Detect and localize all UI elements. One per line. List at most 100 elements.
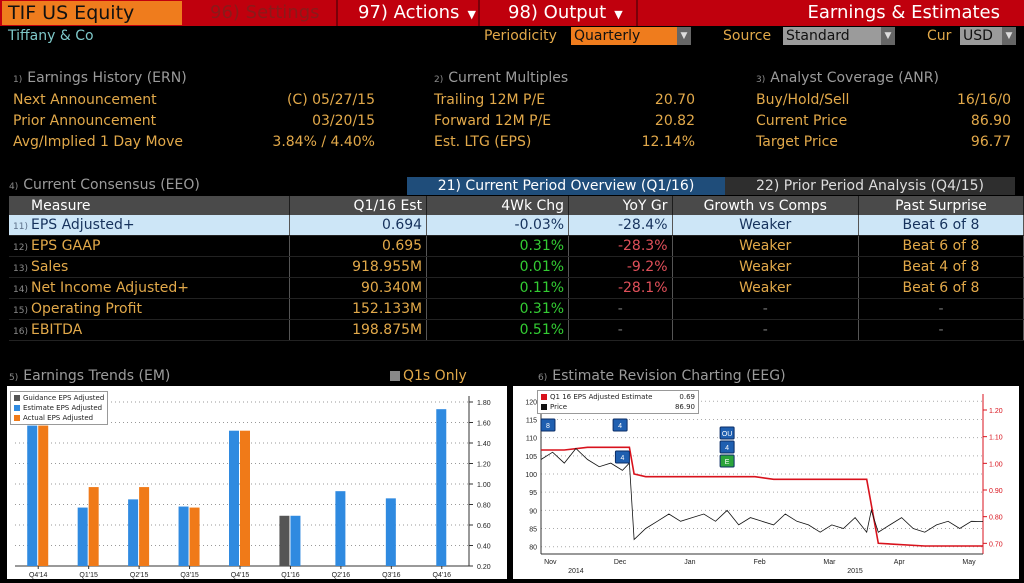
- chevron-down-icon[interactable]: ▼: [1002, 27, 1016, 45]
- bar: [88, 487, 99, 566]
- x-tick-label: Q4'16: [433, 572, 452, 579]
- x-tick-label: Q4'15: [231, 572, 250, 579]
- chevron-down-icon: ▼: [614, 8, 623, 21]
- event-marker: [719, 440, 735, 454]
- left-tick-label: 110: [526, 436, 537, 443]
- right-tick-label: 0.80: [989, 515, 1003, 522]
- event-marker: [612, 418, 628, 432]
- bar: [139, 487, 150, 566]
- right-tick-label: 1.20: [989, 408, 1003, 415]
- table-row[interactable]: 11) EPS Adjusted+ 0.694 -0.03% -28.4% Wea…: [9, 215, 1024, 236]
- earnings-history-title[interactable]: 1) Earnings History (ERN): [13, 70, 187, 86]
- analyst-coverage-title[interactable]: 3) Analyst Coverage (ANR): [756, 70, 939, 86]
- prior-announcement-label: Prior Announcement: [13, 113, 157, 129]
- next-announcement-label: Next Announcement: [13, 92, 157, 108]
- left-tick-label: 95: [529, 490, 537, 497]
- bar: [77, 507, 88, 566]
- month-label: Mar: [823, 559, 836, 566]
- y-tick-label: 1.60: [477, 421, 491, 428]
- ltg-value: 12.14%: [641, 134, 695, 150]
- earnings-trends-title-text: Earnings Trends (EM): [23, 368, 171, 384]
- surprise-cell: Beat 6 of 8: [858, 277, 1024, 299]
- series-line: [541, 446, 983, 547]
- comps-cell: Weaker: [672, 215, 859, 236]
- comps-cell: Weaker: [672, 235, 859, 257]
- bar: [240, 430, 250, 566]
- currency-select[interactable]: USD ▼: [960, 27, 1016, 45]
- yoy-cell: -28.3%: [568, 235, 673, 257]
- analyst-coverage-title-text: Analyst Coverage (ANR): [770, 70, 939, 86]
- col-measure[interactable]: Measure: [9, 196, 290, 215]
- trailing-pe-label: Trailing 12M P/E: [434, 92, 546, 108]
- estimate-revision-title-text: Estimate Revision Charting (EEG): [552, 368, 786, 384]
- earnings-trends-svg: 0.20 0.40 0.60 0.80 1.00 1.20 1.40 1.60 1.80 Q4'1…: [15, 396, 491, 579]
- event-marker: [719, 426, 735, 440]
- menu-separator: [336, 0, 338, 26]
- earnings-trends-chart: 0.20 0.40 0.60 0.80 1.00 1.20 1.40 1.60 1.80 Q4'1…: [7, 386, 507, 579]
- section-number: 3): [756, 75, 766, 85]
- chevron-down-icon[interactable]: ▼: [677, 27, 691, 45]
- actions-menu[interactable]: 97) Actions ▼: [358, 0, 476, 26]
- surprise-cell: Beat 6 of 8: [858, 235, 1024, 257]
- col-growth-vs-comps[interactable]: Growth vs Comps: [672, 196, 859, 215]
- tab-prior-period[interactable]: 22) Prior Period Analysis (Q4/15): [725, 177, 1015, 195]
- currency-value: USD: [963, 28, 993, 44]
- actions-menu-label: Actions: [393, 2, 460, 23]
- x-tick-label: Q3'15: [180, 572, 199, 579]
- bar: [27, 425, 38, 566]
- comps-cell: Weaker: [672, 277, 859, 299]
- source-select[interactable]: Standard ▼: [783, 27, 895, 45]
- y-tick-label: 0.40: [477, 544, 491, 551]
- periodicity-value: Quarterly: [574, 28, 641, 44]
- settings-menu[interactable]: 96) Settings: [210, 0, 320, 26]
- table-row[interactable]: 13) Sales 918.955M 0.01% -9.2% Weaker Bea…: [9, 256, 1024, 278]
- col-yoy-growth[interactable]: YoY Gr: [568, 196, 673, 215]
- checkbox-icon[interactable]: [390, 371, 400, 381]
- estimate-cell: 0.695: [289, 235, 428, 257]
- current-price-label: Current Price: [756, 113, 848, 129]
- left-tick-label: 80: [529, 545, 537, 552]
- chevron-down-icon[interactable]: ▼: [881, 27, 895, 45]
- settings-menu-num: 96): [210, 2, 240, 23]
- y-tick-label: 1.40: [477, 441, 491, 448]
- right-tick-label: 1.00: [989, 461, 1003, 468]
- earnings-trends-title[interactable]: 5) Earnings Trends (EM): [9, 368, 170, 384]
- x-tick-label: Q3'16: [382, 572, 401, 579]
- col-4wk-change[interactable]: 4Wk Chg: [426, 196, 570, 215]
- col-past-surprise[interactable]: Past Surprise: [858, 196, 1024, 215]
- periodicity-select[interactable]: Quarterly ▼: [571, 27, 691, 45]
- table-row[interactable]: 12) EPS GAAP 0.695 0.31% -28.3% Weaker Be…: [9, 235, 1024, 257]
- event-marker-label: 4: [620, 455, 624, 462]
- output-menu[interactable]: 98) Output ▼: [508, 0, 623, 26]
- event-marker-label: 4: [725, 445, 729, 452]
- bar: [436, 409, 447, 566]
- forward-pe-label: Forward 12M P/E: [434, 113, 552, 129]
- bar: [38, 425, 49, 566]
- yoy-cell: -: [568, 319, 673, 341]
- x-tick-label: Q2'16: [332, 572, 351, 579]
- y-tick-label: 0.20: [477, 564, 491, 571]
- y-tick-label: 0.60: [477, 523, 491, 530]
- legend-swatch: [541, 404, 547, 410]
- ltg-label: Est. LTG (EPS): [434, 134, 532, 150]
- security-ticker[interactable]: TIF US Equity: [2, 1, 182, 25]
- legend-item: Estimate EPS Adjusted: [14, 403, 104, 413]
- col-estimate[interactable]: Q1/16 Est: [289, 196, 428, 215]
- q1-only-toggle[interactable]: Q1s Only: [390, 368, 467, 384]
- section-number: 2): [434, 75, 444, 85]
- prior-announcement-value: 03/20/15: [312, 113, 375, 129]
- table-row[interactable]: 14) Net Income Adjusted+ 90.340M 0.11% -2…: [9, 277, 1024, 299]
- company-name: Tiffany & Co: [8, 28, 94, 44]
- tab-current-period[interactable]: 21) Current Period Overview (Q1/16): [407, 177, 725, 195]
- estimate-revision-title[interactable]: 6) Estimate Revision Charting (EEG): [538, 368, 786, 384]
- table-row[interactable]: 16) EBITDA 198.875M 0.51% - - -: [9, 319, 1024, 341]
- bar: [279, 515, 290, 566]
- legend-label: Price: [550, 403, 568, 411]
- top-bar: TIF US Equity 96) Settings 97) Actions ▼ …: [0, 0, 1024, 26]
- event-marker-label: E: [725, 459, 730, 466]
- earnings-history-title-text: Earnings History (ERN): [27, 70, 187, 86]
- yoy-cell: -28.4%: [568, 215, 673, 236]
- consensus-title[interactable]: 4) Current Consensus (EEO): [9, 177, 200, 193]
- table-row[interactable]: 15) Operating Profit 152.133M 0.31% - - -: [9, 298, 1024, 320]
- chevron-down-icon: ▼: [467, 8, 476, 21]
